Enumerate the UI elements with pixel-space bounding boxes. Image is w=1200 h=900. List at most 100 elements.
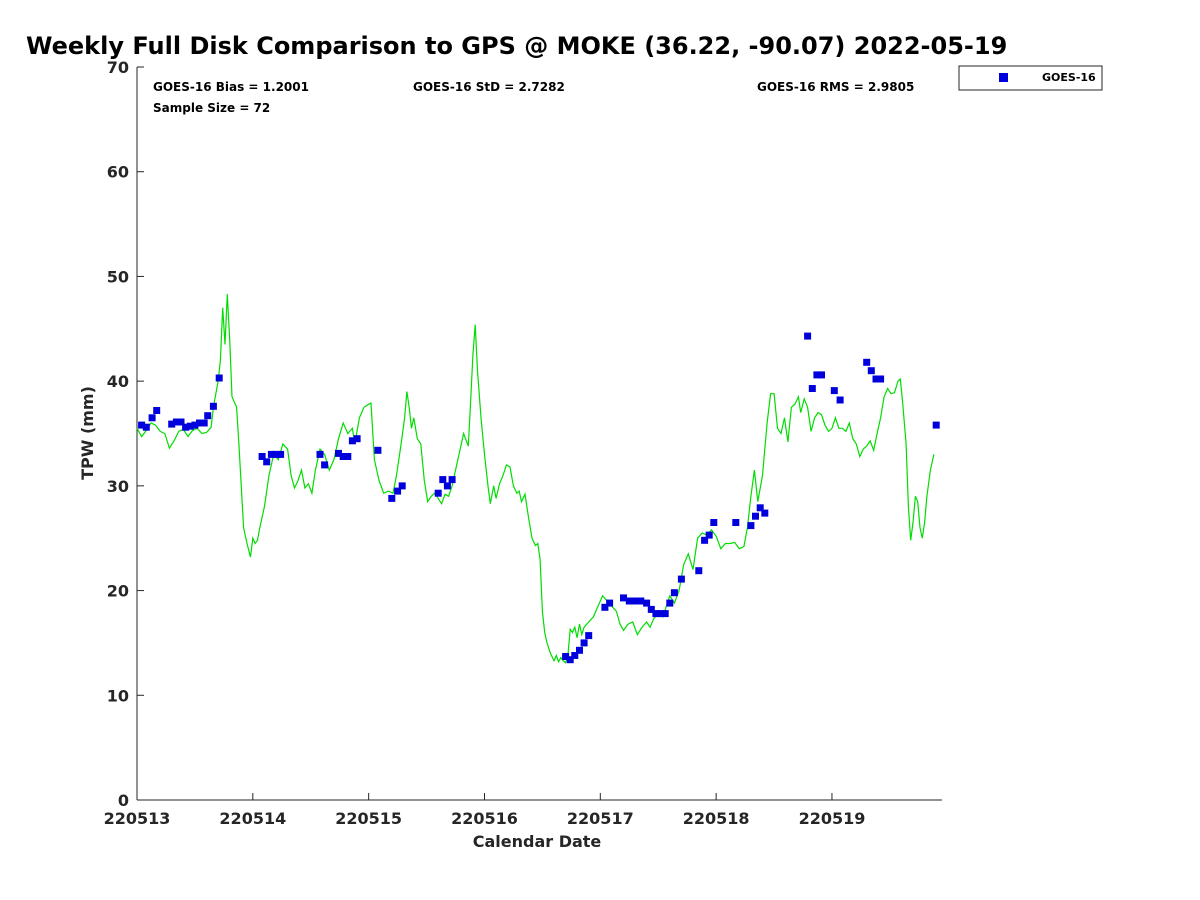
y-tick-label: 20 [107,582,129,601]
goes-16-point [258,453,266,460]
legend-label: GOES-16 [1042,71,1096,84]
goes-16-point [705,531,713,539]
legend: GOES-16 [958,65,1103,91]
goes-16-point [818,371,825,379]
goes-16-point [263,458,271,466]
goes-16-point [448,476,456,484]
x-tick-label: 220513 [104,809,171,828]
goes-16-point [142,423,150,431]
goes-16-point [813,371,821,379]
goes-16-point [830,387,838,395]
goes-16-point [647,605,655,613]
goes-16-point [374,446,382,454]
goes-16-point [434,489,442,497]
goes-16-point [267,450,275,458]
y-ticks: 0 10 20 30 40 50 60 70 [107,58,144,810]
goes-16-point [562,653,570,660]
legend-marker-icon [999,73,1008,82]
goes-16-point [215,374,223,382]
goes-16-point [747,522,755,530]
gps-series-line [136,294,935,664]
y-tick-label: 40 [107,372,129,391]
goes-16-point [932,421,940,429]
goes-16-point [196,419,203,427]
goes-16-point [168,420,176,428]
goes-16-point [761,509,769,517]
goes-16-point [443,482,451,490]
goes-16-point [398,482,406,490]
goes-16-point [277,450,285,458]
chart-title: Weekly Full Disk Comparison to GPS @ MOK… [26,32,1007,60]
goes-16-point [191,421,199,429]
goes-16-point [344,453,352,460]
goes-16-point [182,423,190,431]
rms-stat: GOES-16 RMS = 2.9805 [757,80,914,94]
goes-16-point [877,375,885,383]
x-tick-label: 220516 [451,809,518,828]
plot-area: 0 10 20 30 40 50 60 70 220513 220514 220515 220516… [104,58,942,828]
goes-16-point [701,536,709,544]
goes-16-point [316,450,324,458]
goes-16-point [321,461,329,469]
x-tick-label: 220515 [335,809,402,828]
goes-16-point [872,375,880,383]
y-tick-label: 10 [107,686,129,705]
y-tick-label: 50 [107,267,129,286]
goes-16-point [272,450,280,458]
goes-16-point [863,358,871,366]
goes-16-point [652,610,660,618]
goes-16-point [186,422,194,430]
x-tick-label: 220519 [799,809,866,828]
x-tick-label: 220517 [567,809,634,828]
std-stat: GOES-16 StD = 2.7282 [413,80,565,94]
goes-16-point [670,589,678,597]
goes-16-point [335,449,342,457]
stats-annotations: GOES-16 Bias = 1.2001 GOES-16 StD = 2.72… [153,80,914,115]
goes-16-point [177,418,185,426]
goes-16-point [677,575,685,583]
goes-16-point [339,453,347,460]
goes-16-point [637,597,645,605]
goes-16-point [808,385,816,392]
y-axis-label: TPW (mm) [78,386,97,480]
bias-stat: GOES-16 Bias = 1.2001 [153,80,309,94]
goes-16-point [172,418,180,426]
goes-16-series [138,332,940,664]
goes-16-point [576,646,583,654]
x-tick-label: 220514 [219,809,286,828]
legend-box [958,65,1103,91]
goes-16-point [606,599,614,607]
goes-16-point [138,421,146,429]
x-tick-label: 220518 [683,809,750,828]
goes-16-point [631,597,639,605]
y-tick-label: 70 [107,58,129,77]
goes-16-point [348,437,356,445]
goes-16-point [571,652,579,659]
y-tick-label: 0 [118,791,129,810]
goes-16-point [867,367,875,375]
y-tick-label: 60 [107,163,129,182]
goes-16-point [388,494,396,502]
goes-16-point [566,656,574,664]
goes-16-point [643,599,651,607]
goes-16-point [353,435,361,443]
goes-16-point [710,519,718,526]
goes-16-point [657,610,664,618]
goes-16-point [804,332,812,340]
goes-16-point [394,487,402,495]
goes-16-point [752,512,759,520]
goes-16-point [625,597,633,605]
goes-16-point [585,632,593,640]
sample-size-stat: Sample Size = 72 [153,101,270,115]
goes-16-point [836,396,844,404]
goes-16-point [601,603,609,611]
goes-16-point [756,504,764,512]
goes-16-point [580,639,588,647]
y-tick-label: 30 [107,477,129,496]
goes-16-point [153,407,161,414]
goes-16-point [209,402,217,410]
goes-16-point [200,419,208,427]
x-ticks: 220513 220514 220515 220516 220517 220518 2205… [104,793,866,828]
goes-16-point [732,519,740,526]
